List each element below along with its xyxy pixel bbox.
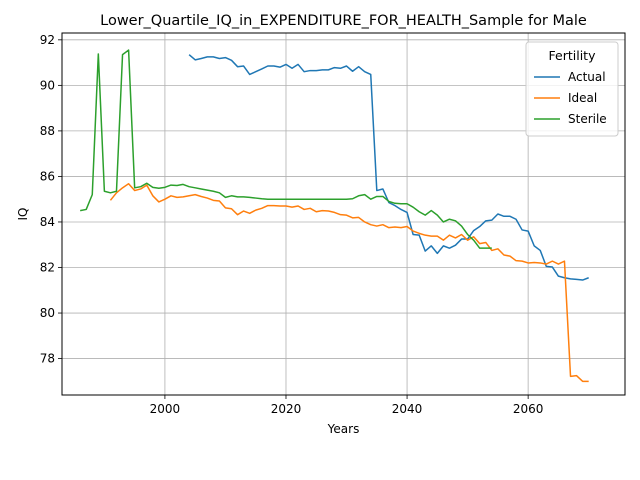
plot-frame <box>61 32 626 396</box>
legend: Fertility Actual Ideal Sterile <box>525 41 619 137</box>
y-tick-label: 92 <box>40 33 55 47</box>
series-line-ideal <box>109 182 589 383</box>
x-tick-label: 2020 <box>271 402 302 416</box>
y-tick-label: 84 <box>40 215 55 229</box>
x-tick-label: 2000 <box>150 402 181 416</box>
series-line-actual <box>188 54 589 281</box>
y-tick-label: 86 <box>40 169 55 183</box>
legend-label-ideal: Ideal <box>568 91 597 105</box>
series-layer <box>80 49 589 383</box>
y-axis-label: IQ <box>16 208 30 221</box>
legend-label-actual: Actual <box>568 70 606 84</box>
legend-box <box>525 41 619 137</box>
x-tick-label: 2060 <box>513 402 544 416</box>
y-tick-label: 90 <box>40 78 55 92</box>
y-tick-label: 82 <box>40 261 55 275</box>
series-line-sterile <box>80 49 492 249</box>
y-tick-label: 88 <box>40 124 55 138</box>
x-axis-label: Years <box>327 422 360 436</box>
chart-title: Lower_Quartile_IQ_in_EXPENDITURE_FOR_HEA… <box>100 13 587 29</box>
x-tick-label: 2040 <box>392 402 423 416</box>
y-tick-label: 80 <box>40 306 55 320</box>
ticks: 2000 2020 2040 2060 78 80 82 84 86 88 90 92 <box>40 33 544 416</box>
legend-title: Fertility <box>549 48 597 63</box>
y-tick-label: 78 <box>40 352 55 366</box>
legend-label-sterile: Sterile <box>568 112 607 126</box>
